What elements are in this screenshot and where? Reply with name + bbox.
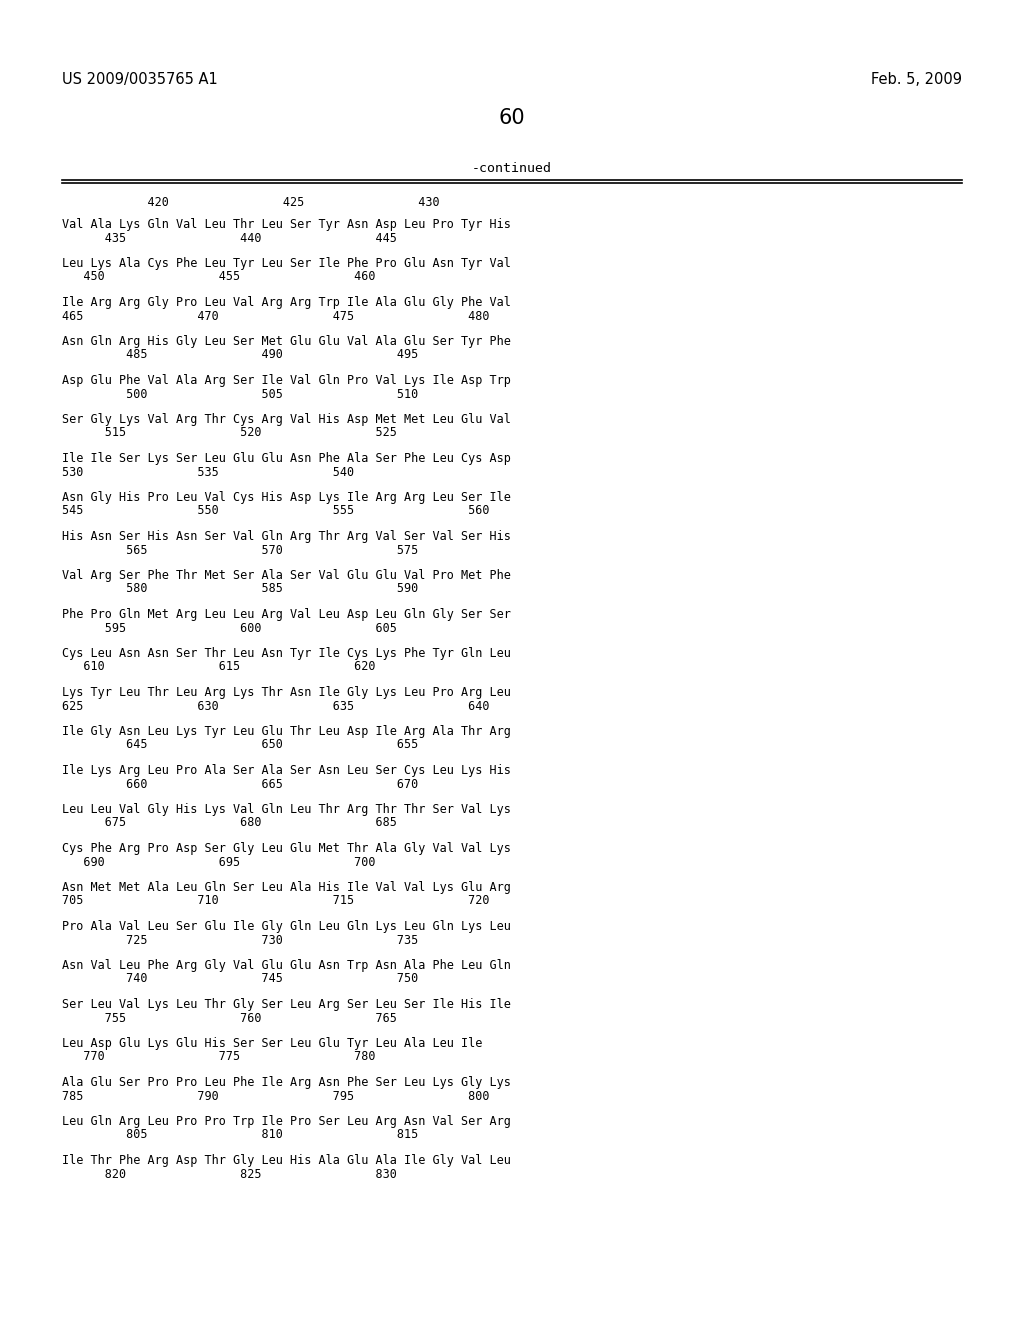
Text: Asn Met Met Ala Leu Gln Ser Leu Ala His Ile Val Val Lys Glu Arg: Asn Met Met Ala Leu Gln Ser Leu Ala His …: [62, 880, 511, 894]
Text: Cys Phe Arg Pro Asp Ser Gly Leu Glu Met Thr Ala Gly Val Val Lys: Cys Phe Arg Pro Asp Ser Gly Leu Glu Met …: [62, 842, 511, 855]
Text: Feb. 5, 2009: Feb. 5, 2009: [871, 73, 962, 87]
Text: Leu Leu Val Gly His Lys Val Gln Leu Thr Arg Thr Thr Ser Val Lys: Leu Leu Val Gly His Lys Val Gln Leu Thr …: [62, 803, 511, 816]
Text: Val Arg Ser Phe Thr Met Ser Ala Ser Val Glu Glu Val Pro Met Phe: Val Arg Ser Phe Thr Met Ser Ala Ser Val …: [62, 569, 511, 582]
Text: Ile Arg Arg Gly Pro Leu Val Arg Arg Trp Ile Ala Glu Gly Phe Val: Ile Arg Arg Gly Pro Leu Val Arg Arg Trp …: [62, 296, 511, 309]
Text: Phe Pro Gln Met Arg Leu Leu Arg Val Leu Asp Leu Gln Gly Ser Ser: Phe Pro Gln Met Arg Leu Leu Arg Val Leu …: [62, 609, 511, 620]
Text: Leu Asp Glu Lys Glu His Ser Ser Leu Glu Tyr Leu Ala Leu Ile: Leu Asp Glu Lys Glu His Ser Ser Leu Glu …: [62, 1038, 482, 1049]
Text: Asn Gly His Pro Leu Val Cys His Asp Lys Ile Arg Arg Leu Ser Ile: Asn Gly His Pro Leu Val Cys His Asp Lys …: [62, 491, 511, 504]
Text: 595                600                605: 595 600 605: [62, 622, 397, 635]
Text: Ile Ile Ser Lys Ser Leu Glu Glu Asn Phe Ala Ser Phe Leu Cys Asp: Ile Ile Ser Lys Ser Leu Glu Glu Asn Phe …: [62, 451, 511, 465]
Text: 755                760                765: 755 760 765: [62, 1011, 397, 1024]
Text: Pro Ala Val Leu Ser Glu Ile Gly Gln Leu Gln Lys Leu Gln Lys Leu: Pro Ala Val Leu Ser Glu Ile Gly Gln Leu …: [62, 920, 511, 933]
Text: 770                775                780: 770 775 780: [62, 1051, 376, 1064]
Text: 515                520                525: 515 520 525: [62, 426, 397, 440]
Text: Lys Tyr Leu Thr Leu Arg Lys Thr Asn Ile Gly Lys Leu Pro Arg Leu: Lys Tyr Leu Thr Leu Arg Lys Thr Asn Ile …: [62, 686, 511, 700]
Text: Leu Gln Arg Leu Pro Pro Trp Ile Pro Ser Leu Arg Asn Val Ser Arg: Leu Gln Arg Leu Pro Pro Trp Ile Pro Ser …: [62, 1115, 511, 1129]
Text: 820                825                830: 820 825 830: [62, 1167, 397, 1180]
Text: 805                810                815: 805 810 815: [62, 1129, 418, 1142]
Text: 450                455                460: 450 455 460: [62, 271, 376, 284]
Text: 690                695                700: 690 695 700: [62, 855, 376, 869]
Text: 660                665                670: 660 665 670: [62, 777, 418, 791]
Text: -continued: -continued: [472, 162, 552, 176]
Text: Ile Lys Arg Leu Pro Ala Ser Ala Ser Asn Leu Ser Cys Leu Lys His: Ile Lys Arg Leu Pro Ala Ser Ala Ser Asn …: [62, 764, 511, 777]
Text: 610                615                620: 610 615 620: [62, 660, 376, 673]
Text: 435                440                445: 435 440 445: [62, 231, 397, 244]
Text: 530                535                540: 530 535 540: [62, 466, 354, 479]
Text: His Asn Ser His Asn Ser Val Gln Arg Thr Arg Val Ser Val Ser His: His Asn Ser His Asn Ser Val Gln Arg Thr …: [62, 531, 511, 543]
Text: Ile Thr Phe Arg Asp Thr Gly Leu His Ala Glu Ala Ile Gly Val Leu: Ile Thr Phe Arg Asp Thr Gly Leu His Ala …: [62, 1154, 511, 1167]
Text: Asn Gln Arg His Gly Leu Ser Met Glu Glu Val Ala Glu Ser Tyr Phe: Asn Gln Arg His Gly Leu Ser Met Glu Glu …: [62, 335, 511, 348]
Text: Asp Glu Phe Val Ala Arg Ser Ile Val Gln Pro Val Lys Ile Asp Trp: Asp Glu Phe Val Ala Arg Ser Ile Val Gln …: [62, 374, 511, 387]
Text: 705                710                715                720: 705 710 715 720: [62, 895, 489, 908]
Text: 60: 60: [499, 108, 525, 128]
Text: 485                490                495: 485 490 495: [62, 348, 418, 362]
Text: Ala Glu Ser Pro Pro Leu Phe Ile Arg Asn Phe Ser Leu Lys Gly Lys: Ala Glu Ser Pro Pro Leu Phe Ile Arg Asn …: [62, 1076, 511, 1089]
Text: Val Ala Lys Gln Val Leu Thr Leu Ser Tyr Asn Asp Leu Pro Tyr His: Val Ala Lys Gln Val Leu Thr Leu Ser Tyr …: [62, 218, 511, 231]
Text: 420                425                430: 420 425 430: [62, 195, 439, 209]
Text: 545                550                555                560: 545 550 555 560: [62, 504, 489, 517]
Text: Ile Gly Asn Leu Lys Tyr Leu Glu Thr Leu Asp Ile Arg Ala Thr Arg: Ile Gly Asn Leu Lys Tyr Leu Glu Thr Leu …: [62, 725, 511, 738]
Text: 465                470                475                480: 465 470 475 480: [62, 309, 489, 322]
Text: 625                630                635                640: 625 630 635 640: [62, 700, 489, 713]
Text: Asn Val Leu Phe Arg Gly Val Glu Glu Asn Trp Asn Ala Phe Leu Gln: Asn Val Leu Phe Arg Gly Val Glu Glu Asn …: [62, 960, 511, 972]
Text: 675                680                685: 675 680 685: [62, 817, 397, 829]
Text: Ser Leu Val Lys Leu Thr Gly Ser Leu Arg Ser Leu Ser Ile His Ile: Ser Leu Val Lys Leu Thr Gly Ser Leu Arg …: [62, 998, 511, 1011]
Text: 785                790                795                800: 785 790 795 800: [62, 1089, 489, 1102]
Text: Cys Leu Asn Asn Ser Thr Leu Asn Tyr Ile Cys Lys Phe Tyr Gln Leu: Cys Leu Asn Asn Ser Thr Leu Asn Tyr Ile …: [62, 647, 511, 660]
Text: 740                745                750: 740 745 750: [62, 973, 418, 986]
Text: US 2009/0035765 A1: US 2009/0035765 A1: [62, 73, 218, 87]
Text: 725                730                735: 725 730 735: [62, 933, 418, 946]
Text: 500                505                510: 500 505 510: [62, 388, 418, 400]
Text: Leu Lys Ala Cys Phe Leu Tyr Leu Ser Ile Phe Pro Glu Asn Tyr Val: Leu Lys Ala Cys Phe Leu Tyr Leu Ser Ile …: [62, 257, 511, 271]
Text: Ser Gly Lys Val Arg Thr Cys Arg Val His Asp Met Met Leu Glu Val: Ser Gly Lys Val Arg Thr Cys Arg Val His …: [62, 413, 511, 426]
Text: 580                585                590: 580 585 590: [62, 582, 418, 595]
Text: 565                570                575: 565 570 575: [62, 544, 418, 557]
Text: 645                650                655: 645 650 655: [62, 738, 418, 751]
